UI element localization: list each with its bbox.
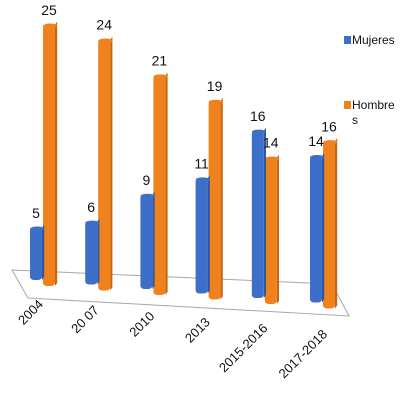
category-label-5: 2017-2018 <box>276 327 331 382</box>
bar-mujeres-1-side <box>97 218 100 285</box>
bar-mujeres-2 <box>140 191 155 289</box>
bar-hombres-5-top <box>323 140 338 145</box>
legend-label-mujeres: Mujeres <box>352 33 395 47</box>
bar-mujeres-3-top <box>195 177 210 182</box>
value-label-hombres-0: 25 <box>41 2 57 18</box>
bar-mujeres-2-front <box>140 194 153 289</box>
bar-mujeres-3-front <box>195 178 208 294</box>
bar-hombres-2-front <box>153 75 166 295</box>
category-label-2: 2010 <box>126 309 157 340</box>
bar-hombres-4-top <box>264 156 279 161</box>
bar-mujeres-0-top <box>30 226 45 231</box>
bar-hombres-4-front <box>264 157 277 304</box>
value-label-hombres-3: 19 <box>207 78 223 94</box>
bar-mujeres-3-side <box>207 175 210 294</box>
category-label-4: 2015-2016 <box>216 321 271 376</box>
bar-mujeres-5 <box>310 153 325 303</box>
bar-hombres-0-front <box>43 24 55 286</box>
bar-hombres-1-side <box>110 36 113 291</box>
bar-mujeres-3 <box>195 175 210 294</box>
bar-mujeres-4-top <box>251 129 266 134</box>
bar-mujeres-1-top <box>85 220 100 225</box>
bar-hombres-0-top <box>43 23 58 28</box>
value-label-mujeres-3: 11 <box>194 156 209 172</box>
bar-mujeres-4 <box>251 127 266 298</box>
bar-mujeres-5-front <box>310 156 322 303</box>
category-label-1: 20 07 <box>68 303 102 337</box>
value-label-mujeres-1: 6 <box>87 199 95 215</box>
value-label-mujeres-0: 5 <box>32 205 40 221</box>
bar-hombres-3 <box>208 97 223 300</box>
bar-mujeres-5-side <box>322 153 325 303</box>
value-label-hombres-1: 24 <box>96 17 112 33</box>
bar-hombres-5-front <box>323 141 335 309</box>
bar-hombres-3-side <box>220 97 223 300</box>
value-label-hombres-5: 16 <box>321 118 337 134</box>
bar-hombres-1-front <box>98 39 111 291</box>
bar-hombres-2 <box>153 72 168 295</box>
bar-hombres-0 <box>43 21 58 287</box>
bar-mujeres-0-front <box>30 227 42 280</box>
value-label-mujeres-4: 16 <box>250 108 266 124</box>
bar-hombres-1 <box>98 36 113 291</box>
bar-hombres-4-side <box>276 154 279 304</box>
value-label-hombres-4: 14 <box>263 135 279 151</box>
legend-label-hombres: Hombre <box>352 98 395 112</box>
legend-label-hombres-wrap: s <box>352 113 358 127</box>
bars-layer <box>30 21 338 309</box>
legend-swatch-hombres <box>344 101 351 109</box>
bar-mujeres-2-top <box>140 193 155 199</box>
bar-hombres-2-side <box>165 72 168 295</box>
bar-mujeres-1 <box>85 218 100 285</box>
bar-mujeres-4-side <box>263 127 266 298</box>
category-label-3: 2013 <box>182 315 213 346</box>
bar-hombres-0-side <box>55 21 58 287</box>
bar-mujeres-4-front <box>251 130 264 298</box>
bar-hombres-3-front <box>208 100 221 300</box>
value-label-mujeres-5: 14 <box>308 133 324 149</box>
value-label-hombres-2: 21 <box>152 53 168 69</box>
category-label-0: 2004 <box>15 297 46 328</box>
bar-hombres-5 <box>323 138 338 309</box>
legend: Mujeres Hombre s <box>344 33 395 127</box>
bar-hombres-2-top <box>153 74 168 79</box>
bar-mujeres-1-front <box>85 221 98 285</box>
bar-mujeres-0-side <box>42 224 45 280</box>
bar-hombres-5-side <box>335 138 338 309</box>
bar-hombres-4 <box>264 154 279 304</box>
bar-hombres-1-top <box>98 38 113 43</box>
bar-hombres-3-top <box>208 99 223 105</box>
value-label-mujeres-2: 9 <box>143 172 151 188</box>
bar-mujeres-0 <box>30 224 45 280</box>
bar-mujeres-5-top <box>310 155 325 160</box>
chart-floor <box>11 269 350 317</box>
legend-swatch-mujeres <box>344 36 351 44</box>
bar-mujeres-2-side <box>152 191 155 289</box>
